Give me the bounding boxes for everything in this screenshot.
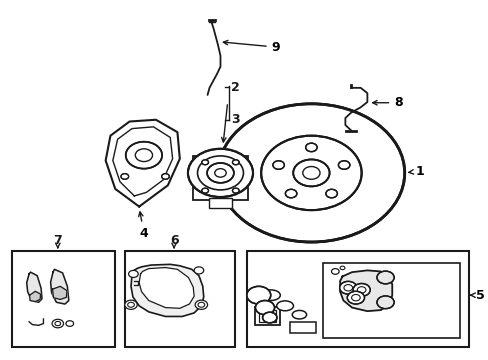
Circle shape bbox=[338, 161, 349, 169]
Circle shape bbox=[339, 282, 356, 294]
Circle shape bbox=[232, 160, 239, 165]
Circle shape bbox=[346, 291, 364, 304]
Circle shape bbox=[202, 160, 208, 165]
Bar bbox=[323, 263, 459, 338]
FancyBboxPatch shape bbox=[193, 156, 247, 200]
Circle shape bbox=[246, 286, 270, 304]
Circle shape bbox=[162, 174, 169, 179]
Circle shape bbox=[305, 143, 317, 152]
Ellipse shape bbox=[276, 301, 293, 311]
Circle shape bbox=[218, 104, 404, 242]
Bar bbox=[208, 198, 232, 208]
Circle shape bbox=[325, 189, 337, 198]
Circle shape bbox=[376, 296, 393, 309]
Ellipse shape bbox=[292, 310, 306, 319]
Text: 6: 6 bbox=[169, 234, 178, 247]
Circle shape bbox=[187, 149, 252, 197]
Text: 2: 2 bbox=[231, 81, 240, 94]
Bar bbox=[289, 323, 316, 333]
Circle shape bbox=[262, 312, 276, 323]
Polygon shape bbox=[105, 120, 180, 207]
Circle shape bbox=[331, 269, 339, 274]
Text: 1: 1 bbox=[408, 165, 423, 177]
Circle shape bbox=[66, 321, 73, 327]
Circle shape bbox=[121, 174, 128, 179]
Bar bbox=[12, 251, 115, 347]
Text: 8: 8 bbox=[372, 96, 402, 109]
Polygon shape bbox=[52, 286, 67, 300]
Circle shape bbox=[206, 163, 233, 183]
Circle shape bbox=[255, 301, 274, 315]
Polygon shape bbox=[340, 270, 391, 311]
Circle shape bbox=[195, 300, 207, 309]
Bar bbox=[124, 251, 234, 347]
Circle shape bbox=[125, 142, 162, 168]
Circle shape bbox=[293, 159, 329, 186]
Circle shape bbox=[128, 270, 138, 278]
Circle shape bbox=[52, 319, 63, 328]
Text: 9: 9 bbox=[223, 40, 280, 54]
Text: 7: 7 bbox=[53, 234, 62, 247]
Polygon shape bbox=[139, 267, 194, 308]
Text: 4: 4 bbox=[138, 212, 148, 240]
Polygon shape bbox=[29, 291, 41, 302]
Bar bbox=[259, 310, 276, 323]
Polygon shape bbox=[131, 264, 203, 316]
Circle shape bbox=[261, 136, 361, 210]
Circle shape bbox=[194, 267, 203, 274]
Circle shape bbox=[272, 161, 284, 169]
Circle shape bbox=[202, 188, 208, 193]
Text: 3: 3 bbox=[231, 113, 240, 126]
Circle shape bbox=[124, 300, 137, 309]
Circle shape bbox=[352, 283, 369, 296]
Polygon shape bbox=[27, 272, 42, 302]
Circle shape bbox=[285, 189, 296, 198]
Circle shape bbox=[376, 271, 393, 284]
Circle shape bbox=[232, 188, 239, 193]
Polygon shape bbox=[51, 269, 69, 304]
Bar bbox=[246, 251, 468, 347]
Bar bbox=[255, 307, 280, 325]
Ellipse shape bbox=[261, 290, 280, 301]
Text: 5: 5 bbox=[469, 289, 484, 302]
